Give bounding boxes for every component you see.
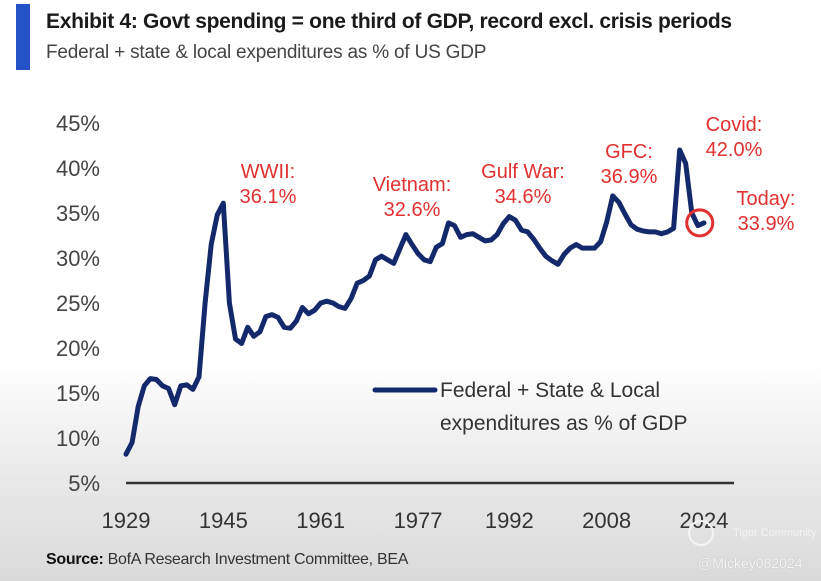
y-tick-label: 30% <box>56 246 100 271</box>
annotation-label: GFC: <box>605 141 653 163</box>
series-line <box>123 147 707 457</box>
x-tick-label: 1961 <box>296 508 345 533</box>
annotation-value: 36.1% <box>240 186 297 208</box>
accent-bar <box>16 4 30 70</box>
watermark-user: @Mickey082024 <box>698 555 803 571</box>
y-tick-label: 35% <box>56 201 100 226</box>
annotation-value: 33.9% <box>738 213 795 235</box>
chart-title: Exhibit 4: Govt spending = one third of … <box>46 10 732 33</box>
annotation-value: 34.6% <box>495 186 552 208</box>
series-points <box>125 149 705 455</box>
y-tick-label: 20% <box>56 336 100 361</box>
annotation-value: 32.6% <box>384 199 441 221</box>
x-tick-label: 1977 <box>394 508 443 533</box>
watermark-logo-icon <box>688 520 714 546</box>
y-tick-label: 40% <box>56 156 100 181</box>
y-tick-label: 15% <box>56 381 100 406</box>
legend-label-line1: Federal + State & Local <box>440 379 660 402</box>
y-tick-label: 10% <box>56 426 100 451</box>
annotation-label: Covid: <box>706 114 763 136</box>
x-tick-label: 1992 <box>485 508 534 533</box>
legend: Federal + State & Local expenditures as … <box>372 379 687 435</box>
x-axis-ticks: 1929 1945 1961 1977 1992 2008 2024 <box>102 508 729 533</box>
annotation-label: Gulf War: <box>481 161 565 183</box>
source-note: Source: BofA Research Investment Committ… <box>46 551 408 569</box>
annotation-value: 36.9% <box>601 166 658 188</box>
legend-label-line2: expenditures as % of GDP <box>440 412 687 435</box>
watermark-community: Tiger Community <box>733 527 817 539</box>
x-tick-label: 1945 <box>199 508 248 533</box>
x-tick-label: 1929 <box>102 508 151 533</box>
y-axis-ticks: 5% 10% 15% 20% 25% 30% 35% 40% 45% <box>56 111 100 496</box>
y-tick-label: 45% <box>56 111 100 136</box>
source-text: BofA Research Investment Committee, BEA <box>103 551 409 568</box>
annotation-value: 42.0% <box>706 139 763 161</box>
y-tick-label: 25% <box>56 291 100 316</box>
annotation-label: Today: <box>737 188 796 210</box>
annotation-label: Vietnam: <box>373 174 452 196</box>
chart-subtitle: Federal + state & local expenditures as … <box>46 42 487 63</box>
source-label: Source: <box>46 551 104 568</box>
annotation-label: WWII: <box>241 161 295 183</box>
x-tick-label: 2008 <box>582 508 631 533</box>
annotations: WWII: 36.1% Vietnam: 32.6% Gulf War: 34.6% GFC… <box>240 114 796 235</box>
today-highlight-circle <box>685 208 715 238</box>
y-tick-label: 5% <box>68 471 100 496</box>
